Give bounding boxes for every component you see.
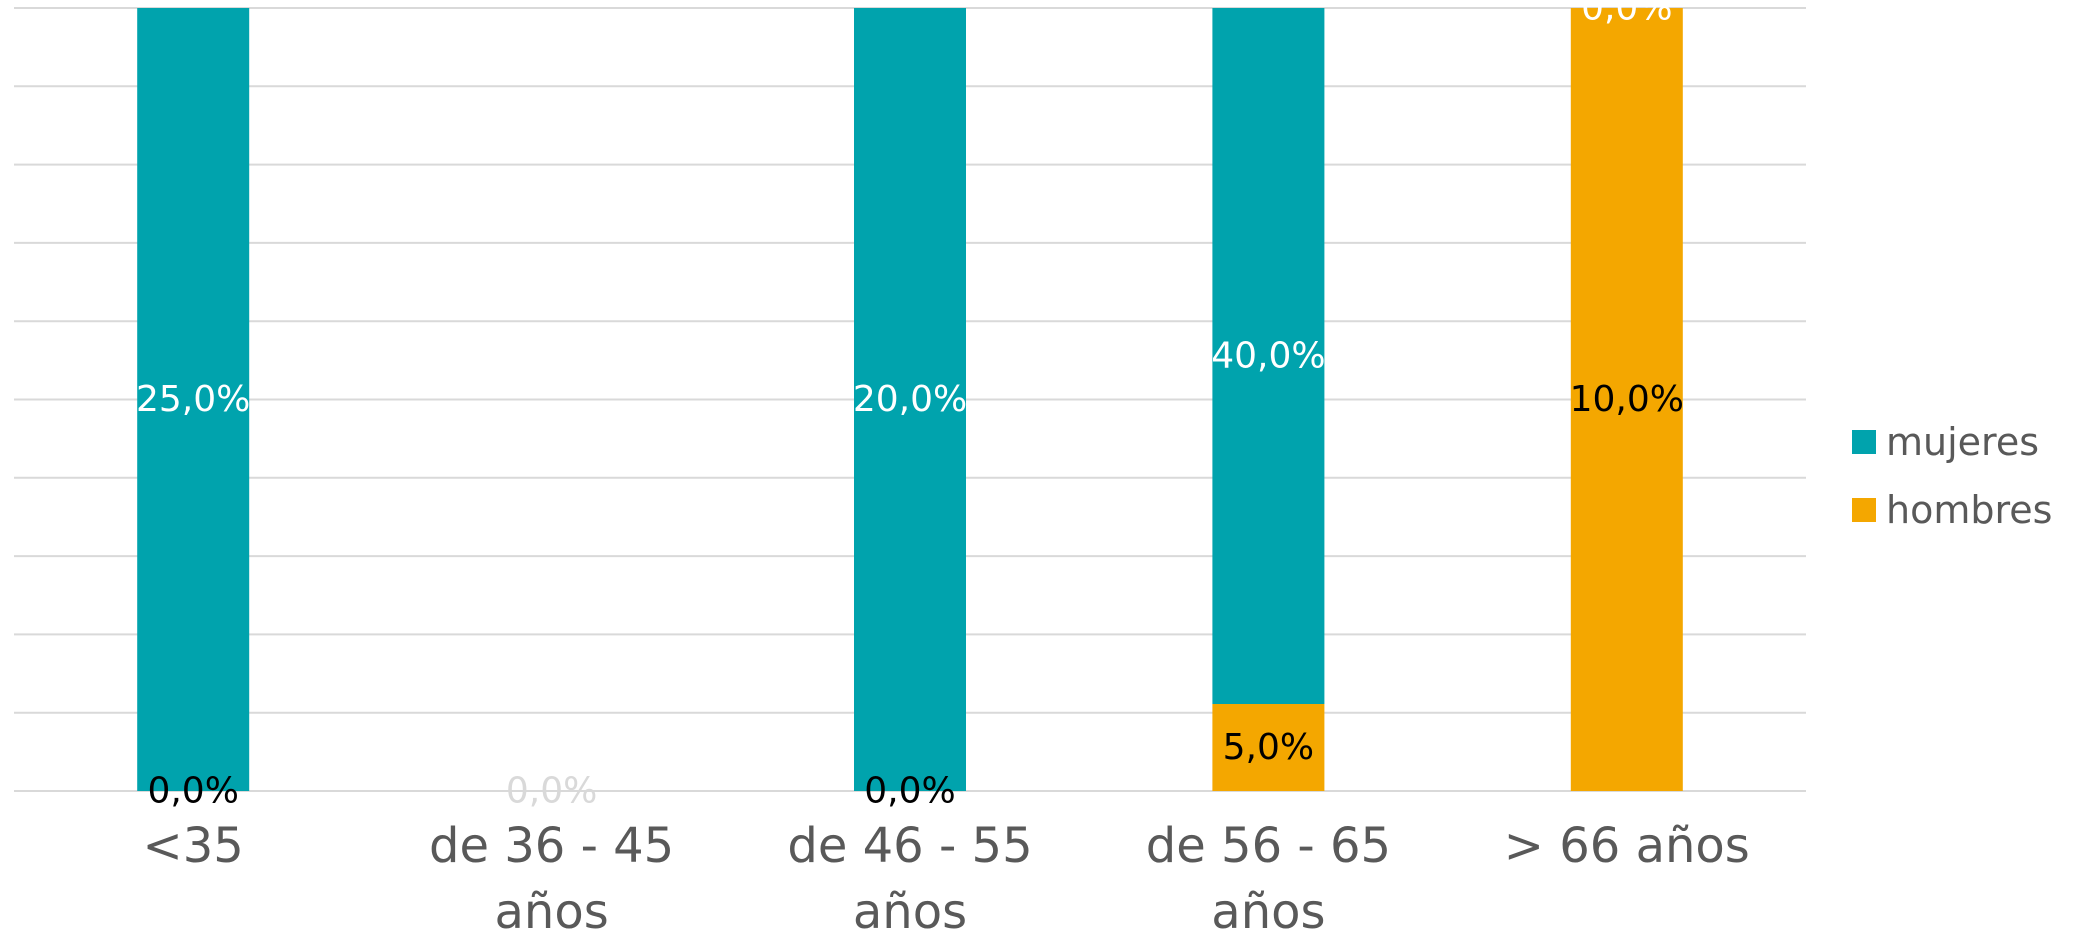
data-label-mujeres-4: 0,0%: [1581, 0, 1672, 29]
x-tick-label-2: de 46 - 55: [787, 818, 1032, 874]
legend-swatch-mujeres: [1852, 430, 1876, 454]
legend-label-mujeres: mujeres: [1886, 420, 2039, 464]
data-label-hombres-2: 0,0%: [864, 771, 955, 812]
data-labels: 0,0% 25,0% 0,0% 0,0% 20,0% 5,0% 40,0% 10,0% 0,0%: [136, 0, 1684, 812]
data-label-hombres-1: 0,0%: [506, 771, 597, 812]
x-tick-label-0: <35: [143, 818, 244, 874]
x-tick-label-3: de 56 - 65: [1146, 818, 1391, 874]
bar-hombres-4: [1570, 8, 1683, 791]
bar-mujeres-2: [854, 8, 966, 791]
legend-swatch-hombres: [1852, 498, 1876, 522]
data-label-hombres-3: 5,0%: [1223, 727, 1314, 768]
x-tick-label-2: años: [853, 884, 967, 940]
data-label-mujeres-0: 25,0%: [136, 379, 250, 420]
data-label-mujeres-2: 20,0%: [853, 379, 967, 420]
x-tick-label-3: años: [1211, 884, 1325, 940]
x-axis-tick-labels: <35 de 36 - 45 años de 46 - 55 años de 56 - 6…: [143, 818, 1750, 940]
legend: mujeres hombres: [1852, 420, 2052, 532]
legend-label-hombres: hombres: [1886, 488, 2052, 532]
data-label-mujeres-3: 40,0%: [1211, 336, 1325, 377]
x-tick-label-4: > 66 años: [1504, 818, 1750, 874]
bar-mujeres-3: [1212, 8, 1325, 704]
data-label-hombres-0: 0,0%: [147, 771, 238, 812]
bars: [137, 8, 1683, 791]
x-tick-label-1: de 36 - 45: [429, 818, 674, 874]
bar-hombres-3: [1212, 704, 1325, 791]
bar-mujeres-0: [137, 8, 250, 791]
x-tick-label-1: años: [494, 884, 608, 940]
data-label-hombres-4: 10,0%: [1570, 379, 1684, 420]
